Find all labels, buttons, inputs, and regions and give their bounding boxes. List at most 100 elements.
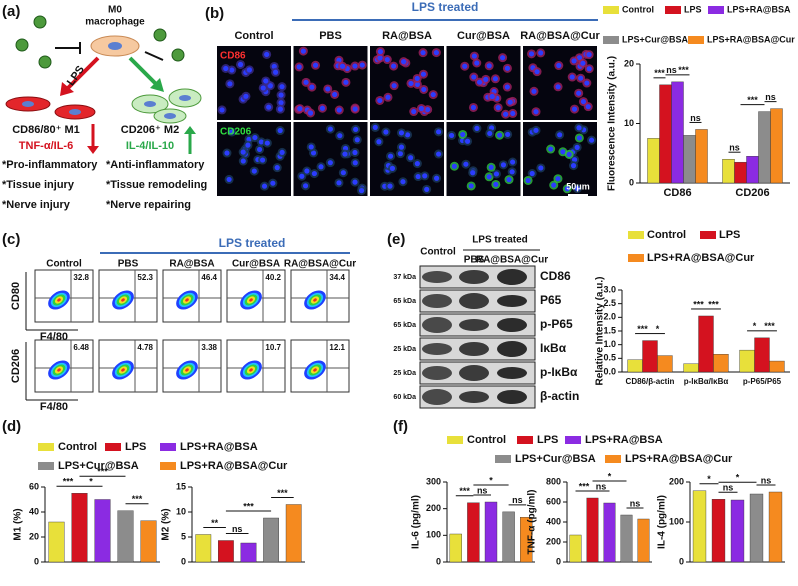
bar bbox=[263, 517, 279, 563]
nucleus-stain bbox=[486, 174, 492, 180]
nucleus-stain bbox=[246, 136, 252, 142]
kda-label: 25 kDa bbox=[393, 370, 416, 377]
m2-effect: *Tissue remodeling bbox=[106, 179, 207, 191]
cell-density bbox=[57, 298, 61, 302]
nanoparticle bbox=[15, 38, 29, 52]
panel-label: (d) bbox=[2, 418, 21, 435]
bar bbox=[734, 161, 747, 184]
nucleus-stain bbox=[296, 64, 302, 70]
bar bbox=[695, 129, 708, 184]
nucleus-stain bbox=[505, 131, 511, 138]
significance-label: * bbox=[489, 475, 493, 485]
nucleus-stain bbox=[397, 151, 404, 157]
y-tick-label: 0 bbox=[629, 177, 634, 187]
m2-effect: *Nerve repairing bbox=[106, 199, 191, 211]
nucleus-stain bbox=[576, 125, 582, 131]
nucleus-stain bbox=[279, 149, 285, 155]
legend-swatch bbox=[495, 455, 511, 463]
significance-label: ns bbox=[596, 481, 607, 491]
m2-effect: *Anti-inflammatory bbox=[106, 159, 205, 171]
m1-effect: *Pro-inflammatory bbox=[2, 159, 98, 171]
column-label: Control bbox=[46, 259, 82, 270]
legend-swatch bbox=[603, 36, 619, 44]
plot-frame bbox=[34, 339, 94, 393]
y-tick-label: 0 bbox=[34, 556, 39, 566]
nucleus-stain bbox=[337, 133, 343, 139]
kda-label: 65 kDa bbox=[393, 298, 416, 305]
flow-plot bbox=[226, 339, 286, 393]
blot-strip bbox=[419, 361, 536, 385]
nucleus bbox=[108, 42, 122, 50]
nucleus-stain bbox=[576, 55, 583, 61]
nucleus-stain bbox=[332, 91, 338, 98]
nucleus-stain bbox=[389, 165, 396, 171]
nucleus-stain bbox=[448, 132, 455, 139]
nucleus-stain bbox=[307, 110, 314, 116]
nucleus-stain bbox=[408, 80, 414, 87]
legend-swatch bbox=[38, 462, 54, 470]
nucleus-stain bbox=[240, 158, 246, 164]
nucleus-stain bbox=[555, 176, 561, 182]
legend-swatch bbox=[160, 462, 176, 470]
nucleus-stain bbox=[302, 183, 309, 189]
nucleus-stain bbox=[580, 98, 587, 105]
nucleus-stain bbox=[415, 173, 421, 180]
legend-swatch bbox=[605, 455, 621, 463]
nucleus-stain bbox=[358, 188, 365, 194]
nucleus-stain bbox=[471, 53, 477, 59]
y-tick-label: 0.0 bbox=[603, 366, 616, 376]
significance-label: ns bbox=[512, 495, 523, 505]
panel-label: (b) bbox=[205, 5, 224, 22]
y-tick-label: 200 bbox=[669, 476, 684, 486]
nucleus-stain bbox=[529, 170, 535, 177]
nucleus-stain bbox=[227, 81, 233, 87]
nucleus-stain bbox=[493, 181, 499, 188]
significance-label: ns bbox=[729, 143, 740, 153]
bar bbox=[627, 359, 643, 373]
quadrant-percentage: 10.7 bbox=[265, 343, 281, 352]
bar bbox=[730, 499, 745, 563]
nucleus-stain bbox=[463, 161, 469, 167]
plot-frame bbox=[290, 339, 350, 393]
significance-label: *** bbox=[708, 299, 719, 309]
down-arrowhead bbox=[87, 146, 99, 154]
protein-band bbox=[422, 366, 452, 380]
nucleus-stain bbox=[489, 93, 495, 100]
panel-label: (e) bbox=[387, 231, 405, 248]
nucleus-stain bbox=[574, 185, 580, 192]
nucleus-stain bbox=[538, 50, 544, 56]
nucleus-stain bbox=[304, 168, 310, 174]
cell-density bbox=[121, 298, 125, 302]
row-label: CD206 bbox=[220, 127, 252, 138]
y-tick-label: 0 bbox=[679, 556, 684, 566]
bar bbox=[770, 108, 783, 184]
legend-label: Control bbox=[622, 4, 654, 14]
bar bbox=[603, 502, 616, 563]
y-tick-label: 300 bbox=[426, 476, 441, 486]
protein-band bbox=[459, 319, 489, 331]
significance-label: *** bbox=[693, 299, 704, 309]
nucleus-stain bbox=[229, 67, 235, 73]
y-tick-label: 1.5 bbox=[603, 325, 616, 335]
nucleus-stain bbox=[487, 130, 493, 137]
nucleus-stain bbox=[500, 162, 507, 168]
bar bbox=[218, 540, 234, 563]
nanoparticle bbox=[38, 55, 52, 69]
nucleus-stain bbox=[359, 62, 365, 68]
nucleus-stain bbox=[525, 177, 531, 184]
quadrant-percentage: 3.38 bbox=[201, 343, 217, 352]
bar bbox=[713, 354, 729, 373]
legend-swatch bbox=[628, 231, 644, 239]
cell-density bbox=[249, 298, 253, 302]
nucleus-stain bbox=[318, 164, 324, 170]
blot-strip bbox=[419, 265, 536, 289]
nucleus-stain bbox=[414, 81, 421, 87]
protein-band bbox=[422, 294, 452, 308]
nucleus-stain bbox=[274, 165, 280, 171]
x-tick-label: p-P65/P65 bbox=[743, 377, 782, 386]
bar bbox=[683, 363, 699, 373]
nucleus-stain bbox=[400, 179, 406, 185]
column-label: RA@BSA@Cur bbox=[284, 259, 356, 270]
bar bbox=[642, 340, 658, 373]
nanoparticle bbox=[171, 48, 185, 62]
